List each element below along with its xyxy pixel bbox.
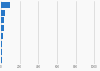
- Bar: [1, 10, 5, 16]
- Bar: [1, 33, 3, 39]
- Bar: [1, 2, 10, 8]
- Bar: [1, 25, 4, 31]
- Bar: [1, 17, 4, 23]
- Bar: [1, 41, 2, 47]
- Bar: [1, 49, 2, 55]
- Bar: [1, 57, 2, 63]
